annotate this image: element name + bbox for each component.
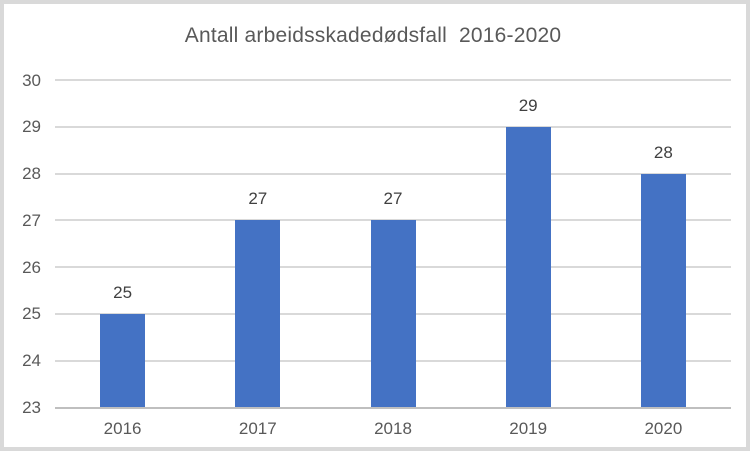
x-axis-label-2017: 2017 <box>238 419 277 438</box>
gridline <box>55 125 731 128</box>
bar-2017 <box>235 220 281 408</box>
y-axis-tick-label: 28 <box>22 164 41 184</box>
plot-area: 30 29 28 27 26 25 24 23 25 2016 27 2017 27 2018 29 2019… <box>4 4 746 447</box>
y-axis-tick-label: 25 <box>22 304 41 324</box>
y-axis-tick-label: 29 <box>22 117 41 137</box>
gridline <box>55 172 731 175</box>
y-axis-tick-label: 30 <box>22 70 41 90</box>
x-axis-label-2016: 2016 <box>103 419 142 438</box>
y-axis-tick-label: 26 <box>22 257 41 277</box>
y-axis-tick-label: 27 <box>22 210 41 230</box>
bar-2020 <box>640 173 686 408</box>
bar-2018 <box>370 220 416 408</box>
x-axis-label-2019: 2019 <box>509 419 548 438</box>
data-label-2016: 25 <box>113 282 133 302</box>
x-axis-label-2018: 2018 <box>374 419 412 438</box>
gridline <box>55 79 731 81</box>
y-axis-tick-label: 24 <box>22 351 41 371</box>
data-label-2019: 29 <box>518 95 538 115</box>
data-label-2020: 28 <box>653 142 673 162</box>
bar-2019 <box>505 126 551 408</box>
chart-title: Antall arbeidsskadedødsfall 2016-2020 <box>184 24 562 47</box>
x-axis-label-2020: 2020 <box>644 419 683 438</box>
x-axis-line <box>55 406 731 409</box>
y-axis-tick-label: 23 <box>22 398 41 417</box>
data-label-2017: 27 <box>248 189 268 209</box>
bar-2016 <box>100 313 146 408</box>
data-label-2018: 27 <box>383 189 403 209</box>
